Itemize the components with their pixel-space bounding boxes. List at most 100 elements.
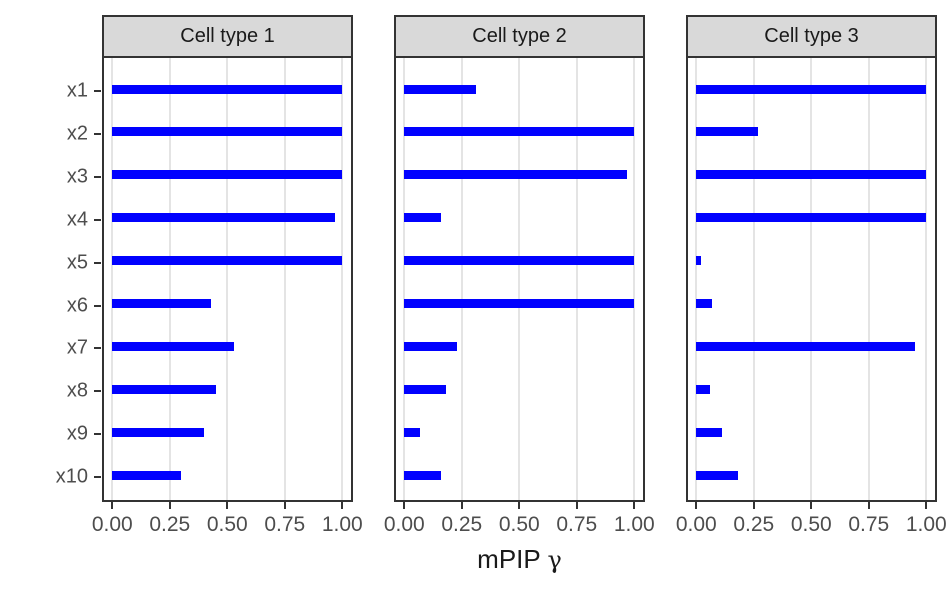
x-axis-tick [341, 502, 344, 509]
gridline-0 [403, 58, 406, 500]
y-axis-label-x4: x4 [66, 208, 88, 231]
bar-x5 [112, 256, 343, 266]
bar-x7 [404, 341, 458, 351]
x-axis-tick [226, 502, 229, 509]
gridline-1 [925, 58, 928, 500]
gridline-0.25 [168, 58, 171, 500]
bar-x10 [404, 470, 442, 480]
gridline-0.75 [575, 58, 578, 500]
x-axis-tick [575, 502, 578, 509]
x-axis-tick [111, 502, 114, 509]
x-axis-tick-label: 0.00 [675, 513, 717, 536]
facet-strip: Cell type 3 [686, 15, 937, 58]
bar-x4 [404, 213, 442, 223]
bar-x6 [112, 299, 212, 308]
facet-strip-label: Cell type 1 [180, 25, 275, 47]
x-axis-ticks [102, 502, 353, 510]
facet-strip-label: Cell type 2 [472, 25, 567, 47]
bar-x8 [112, 384, 216, 394]
bar-x10 [696, 470, 738, 480]
x-axis-tick [633, 502, 636, 509]
x-axis-tick [925, 502, 928, 509]
facet-strip-label: Cell type 3 [764, 25, 859, 47]
bar-x1 [112, 84, 343, 94]
y-axis-label-x9: x9 [66, 422, 88, 445]
x-axis-tick-label: 0.75 [848, 513, 890, 536]
x-axis-tick [867, 502, 870, 509]
y-axis-tick [94, 132, 101, 135]
x-axis-tick [752, 502, 755, 509]
bar-x2 [404, 127, 635, 137]
y-axis-label-x7: x7 [66, 336, 88, 359]
bar-x2 [112, 127, 343, 137]
x-axis-tick [283, 502, 286, 509]
y-axis-tick [94, 90, 101, 92]
x-axis-tick-label: 0.25 [441, 513, 483, 536]
bar-x9 [112, 427, 205, 437]
bar-x9 [696, 427, 722, 437]
bar-x10 [112, 470, 182, 480]
gridline-0.5 [810, 58, 813, 500]
bar-x7 [112, 341, 235, 351]
x-axis-tick [168, 502, 171, 509]
bar-x7 [696, 341, 915, 351]
gridline-1 [633, 58, 636, 500]
gridline-0.75 [283, 58, 286, 500]
x-axis-tick-label: 1.00 [905, 513, 947, 536]
x-axis-title-gamma-symbol: γ [547, 546, 562, 574]
gridline-0 [111, 58, 114, 500]
y-axis-label-x8: x8 [66, 379, 88, 402]
x-axis-tick [403, 502, 406, 509]
bar-x4 [112, 213, 336, 223]
bar-x8 [696, 384, 711, 394]
bar-x2 [696, 127, 759, 137]
x-axis-ticks [686, 502, 937, 510]
bar-x4 [696, 213, 927, 223]
x-axis-tick-label: 0.50 [206, 513, 248, 536]
y-axis-label-x3: x3 [66, 165, 88, 188]
x-axis-labels: 0.00 0.25 0.50 0.75 1.00 [676, 513, 947, 539]
y-axis-label-x6: x6 [66, 294, 88, 316]
bar-x5 [696, 256, 701, 266]
x-axis-tick-label: 0.75 [556, 513, 598, 536]
bar-x3 [112, 170, 343, 180]
y-axis-tick [94, 476, 101, 479]
y-axis-label-x5: x5 [66, 251, 88, 274]
x-axis-tick [460, 502, 463, 509]
facet-3: Cell type 3 0.00 0.25 0.50 0.75 1.00 [676, 15, 947, 539]
bar-x9 [404, 427, 421, 437]
x-axis-tick [810, 502, 813, 509]
x-axis-tick-label: 0.50 [498, 513, 540, 536]
bar-x3 [404, 170, 628, 180]
bar-x5 [404, 256, 635, 266]
bar-x6 [696, 299, 713, 308]
x-axis-tick-label: 0.50 [790, 513, 832, 536]
bar-x1 [696, 84, 927, 94]
gridline-0.25 [460, 58, 463, 500]
y-axis: x1 x2 x3 x4 x5 x6 x7 x8 x9 x10 [0, 58, 102, 504]
gridline-0.5 [226, 58, 229, 500]
gridline-1 [341, 58, 344, 500]
x-axis-labels: 0.00 0.25 0.50 0.75 1.00 [92, 513, 363, 539]
plot-panel [686, 56, 937, 502]
y-axis-tick [94, 261, 101, 264]
y-axis-tick [94, 347, 101, 350]
bar-x6 [404, 299, 635, 308]
facet-strip: Cell type 1 [102, 15, 353, 58]
plot-panel [394, 56, 645, 502]
x-axis-tick-label: 0.25 [149, 513, 191, 536]
facet-1: Cell type 1 0.00 0.25 0.50 0.75 1.00 [92, 15, 363, 539]
gridline-0 [695, 58, 698, 500]
x-axis-tick-label: 0.00 [383, 513, 425, 536]
y-axis-tick [94, 175, 101, 178]
x-axis-title-main: mPIP [477, 544, 541, 574]
plot-panel [102, 56, 353, 502]
bar-x3 [696, 170, 927, 180]
bar-x8 [404, 384, 446, 394]
x-axis-tick-label: 1.00 [321, 513, 363, 536]
gridline-0.75 [867, 58, 870, 500]
x-axis-tick [518, 502, 521, 509]
bar-x1 [404, 84, 476, 94]
y-axis-label-x10: x10 [55, 465, 88, 488]
